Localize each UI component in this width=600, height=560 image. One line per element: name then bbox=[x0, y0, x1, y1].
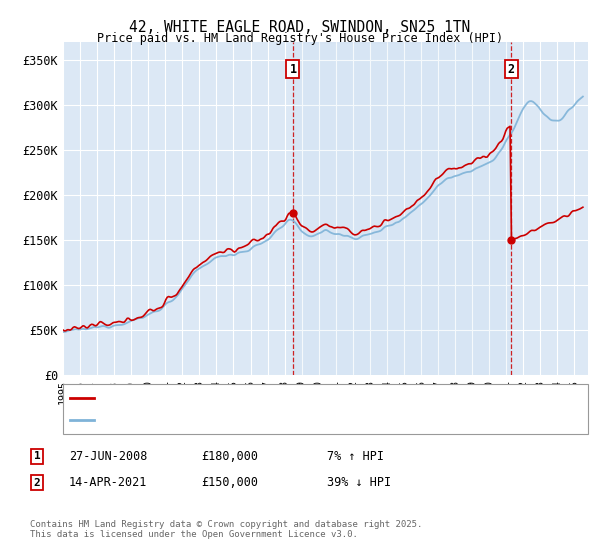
Text: HPI: Average price, semi-detached house, Swindon: HPI: Average price, semi-detached house,… bbox=[100, 415, 412, 425]
Text: 2: 2 bbox=[508, 63, 515, 76]
Text: 14-APR-2021: 14-APR-2021 bbox=[69, 476, 148, 489]
Text: Contains HM Land Registry data © Crown copyright and database right 2025.
This d: Contains HM Land Registry data © Crown c… bbox=[30, 520, 422, 539]
Text: £180,000: £180,000 bbox=[201, 450, 258, 463]
Text: 1: 1 bbox=[289, 63, 296, 76]
Text: 42, WHITE EAGLE ROAD, SWINDON, SN25 1TN: 42, WHITE EAGLE ROAD, SWINDON, SN25 1TN bbox=[130, 20, 470, 35]
Text: 2: 2 bbox=[34, 478, 41, 488]
Text: 42, WHITE EAGLE ROAD, SWINDON, SN25 1TN (semi-detached house): 42, WHITE EAGLE ROAD, SWINDON, SN25 1TN … bbox=[100, 393, 497, 403]
Text: 27-JUN-2008: 27-JUN-2008 bbox=[69, 450, 148, 463]
Text: 7% ↑ HPI: 7% ↑ HPI bbox=[327, 450, 384, 463]
Text: £150,000: £150,000 bbox=[201, 476, 258, 489]
Text: Price paid vs. HM Land Registry's House Price Index (HPI): Price paid vs. HM Land Registry's House … bbox=[97, 32, 503, 45]
Text: 39% ↓ HPI: 39% ↓ HPI bbox=[327, 476, 391, 489]
Text: 1: 1 bbox=[34, 451, 41, 461]
Bar bbox=[293, 42, 511, 375]
